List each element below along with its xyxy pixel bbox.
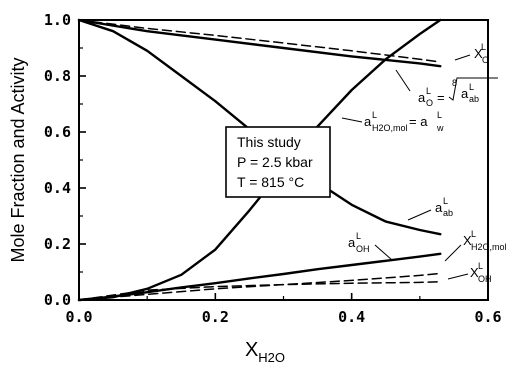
annotation-line-3: T = 815 °C [237,174,304,190]
label-a-ab-sub: ab [443,208,453,218]
label-a-o-sub: O [426,98,433,108]
label-a-o-root-sub: ab [469,94,479,104]
label-x-o-main: X [474,46,483,61]
label-x-oh-sub: OH [478,274,492,284]
label-a-oh-sup: L [356,231,361,241]
label-x-h2o-main: X [463,233,472,248]
label-a-ab-pointer [407,209,432,221]
x-tick-label: 0.2 [202,308,229,326]
label-a-oh-sub: OH [356,244,370,254]
label-a-o-root-index: 8 [452,78,457,88]
label-a-o-main: a [418,90,426,105]
label-x-h2o-sup: L [471,229,476,239]
y-axis-title: Mole Fraction and Activity [8,57,28,262]
label-a-o-pointer [395,69,411,92]
x-axis-title-main: X [245,339,258,361]
y-tick-label: 1.0 [44,11,71,29]
annotation-line-1: This study [237,134,301,150]
series-line-x-oh [78,281,442,301]
label-a-o-root-main: a [461,86,469,101]
label-a-w-rest: = a [409,114,428,129]
label-a-w-sub: H2O,mol [372,123,408,133]
y-tick-label: 0.6 [44,123,71,141]
series-labels: L X O a L O = 8 a L ab a L H2O,mol = a L… [341,42,507,284]
label-x-oh-pointer [447,273,469,280]
y-tick-label: 0.2 [44,235,71,253]
label-x-oh-main: X [470,265,479,280]
x-axis-title: XH2O [245,339,285,365]
label-x-h2o-sub: H2O,mol [471,242,507,252]
y-tick-label: 0.8 [44,67,71,85]
label-a-o-rest: = [437,90,445,105]
label-a-w-sup: L [372,110,377,120]
label-a-o-root-sup: L [469,82,474,92]
label-a-w-rest-sup: L [437,110,442,120]
label-x-o: L [481,42,486,52]
series-line-x-o [78,19,442,63]
x-tick-label: 0.0 [65,308,92,326]
label-a-w-main: a [364,114,372,129]
label-a-o-sup: L [426,86,431,96]
annotation-box-frame [225,126,331,198]
ticks: 0.0 0.2 0.4 0.6 0.0 0.2 0.4 0.6 0.8 1.0 [44,11,502,326]
label-x-h2o-pointer [444,244,462,262]
x-tick-label: 0.6 [474,308,501,326]
label-x-o-sup: L [481,42,486,52]
series-line-a-o [77,18,442,68]
sqrt-sign [448,77,498,101]
annotation-line-2: P = 2.5 kbar [237,154,313,170]
label-x-oh-sup: L [478,261,483,271]
y-tick-label: 0.0 [44,291,71,309]
label-a-w-rest-sub: w [436,123,444,133]
label-a-ab-main: a [435,200,443,215]
label-x-o-sub: O [482,55,489,65]
label-a-oh-main: a [348,235,356,250]
y-tick-label: 0.4 [44,179,71,197]
label-x-o-pointer [454,54,471,61]
label-a-ab-sup: L [443,196,448,206]
annotation-box: This study P = 2.5 kbar T = 815 °C [225,126,331,198]
x-axis-title-sub: H2O [258,350,285,365]
label-a-w-pointer [341,117,363,123]
label-a-oh-pointer [374,244,393,261]
x-tick-label: 0.4 [338,308,365,326]
series-line-a-oh [77,252,442,302]
